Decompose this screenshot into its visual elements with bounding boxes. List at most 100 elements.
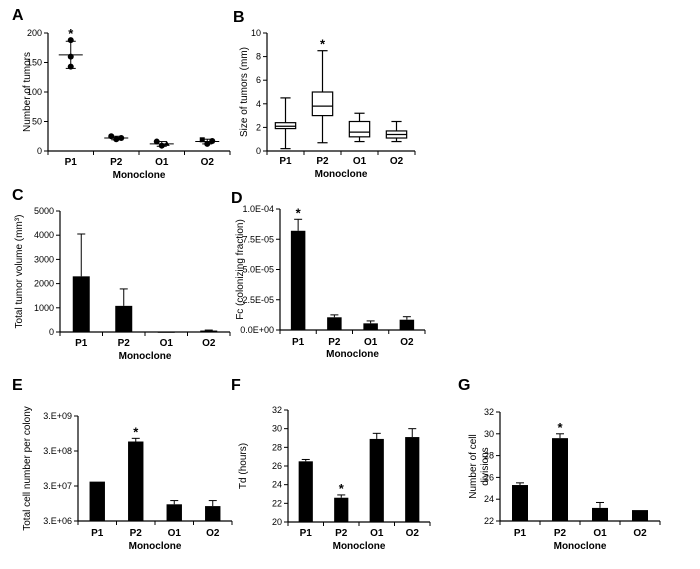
y-tick-label: 2: [256, 122, 261, 132]
data-point: [209, 137, 216, 144]
x-tick-label: P2: [328, 337, 341, 348]
y-axis-label: Size of tumors (mm): [239, 47, 250, 137]
data-point: [204, 140, 211, 147]
bar: [89, 481, 105, 521]
y-tick-label: 3.E+09: [43, 411, 72, 421]
panel-letter: C: [12, 187, 24, 204]
y-tick-label: 0.0E+00: [240, 325, 274, 335]
y-tick-label: 3.E+08: [43, 446, 72, 456]
data-point: [67, 63, 74, 70]
bar: [552, 438, 568, 521]
y-tick-label: 22: [272, 498, 282, 508]
x-tick-label: O2: [202, 338, 216, 349]
y-tick-label: 150: [27, 58, 42, 68]
bar: [115, 305, 133, 332]
data-point: [67, 53, 74, 60]
x-tick-label: P2: [335, 528, 348, 539]
y-tick-label: 0: [256, 146, 261, 156]
y-tick-label: 4000: [34, 230, 54, 240]
x-tick-label: O2: [633, 528, 647, 539]
bar: [632, 510, 648, 521]
x-tick-label: O1: [160, 338, 174, 349]
panel-d: D 0.0E+00 2.5E-05 5.0E-05 7.5E-05 1.0E-04 P1 P2…: [231, 190, 426, 360]
y-tick-label: 3000: [34, 254, 54, 264]
y-axis-label: Fc (colonizing fraction): [235, 219, 246, 320]
panel-letter: D: [231, 190, 243, 207]
y-tick-label: 30: [484, 429, 494, 439]
significance-star: *: [339, 481, 345, 496]
y-axis-label: Total cell number per colony: [22, 406, 33, 531]
panel-b: B 0 2 4 6 8 10 P1 P2 O1 O2 Monoclone Size of tumors …: [233, 9, 416, 180]
y-tick-label: 200: [27, 28, 42, 38]
y-axis-label: Number of tumors: [22, 52, 33, 132]
x-tick-label: P2: [554, 528, 567, 539]
y-tick-label: 100: [27, 87, 42, 97]
x-tick-label: O2: [390, 156, 404, 167]
y-tick-label: 24: [484, 494, 494, 504]
y-tick-label: 26: [484, 472, 494, 482]
data-point: [199, 137, 205, 143]
bar: [399, 319, 415, 330]
y-tick-label: 0: [37, 146, 42, 156]
bar: [290, 230, 306, 330]
data-point: [153, 138, 160, 145]
panel-letter: F: [231, 377, 241, 394]
bar: [205, 506, 221, 521]
y-tick-label: 26: [272, 461, 282, 471]
y-tick-label: 28: [272, 442, 282, 452]
bar: [128, 441, 144, 521]
x-axis-label: Monoclone: [315, 169, 368, 180]
x-tick-label: P2: [316, 156, 329, 167]
x-tick-label: O1: [370, 528, 384, 539]
y-tick-label: 7.5E-05: [242, 234, 274, 244]
bar: [157, 331, 175, 333]
x-tick-label: P1: [75, 338, 88, 349]
panel-a: A 0 50 100 150 200 P1 P2 O1 O2 Monoclone Number of …: [12, 7, 231, 181]
y-tick-label: 22: [484, 516, 494, 526]
y-tick-label: 32: [484, 407, 494, 417]
x-tick-label: P1: [300, 528, 313, 539]
x-tick-label: P2: [110, 157, 123, 168]
y-tick-label: 30: [272, 424, 282, 434]
panel-letter: B: [233, 9, 245, 26]
y-axis-label-line: Number of cell: [468, 434, 479, 498]
y-tick-label: 3.E+06: [43, 516, 72, 526]
y-tick-label: 0: [49, 327, 54, 337]
y-tick-label: 10: [251, 28, 261, 38]
x-tick-label: O1: [168, 528, 182, 539]
panel-c: C 0 1000 2000 3000 4000 5000 P1 P2 O1 O2 Monoclone T…: [12, 187, 231, 362]
y-tick-label: 32: [272, 405, 282, 415]
data-point: [108, 133, 115, 140]
x-tick-label: O2: [206, 528, 220, 539]
x-axis-label: Monoclone: [333, 541, 386, 552]
box: [311, 91, 334, 117]
panel-f: F 20 22 24 26 28 30 32 P1 P2 O1 O2 Monoclone Td (hour…: [231, 377, 431, 552]
x-tick-label: P1: [279, 156, 292, 167]
y-tick-label: 1000: [34, 303, 54, 313]
y-tick-label: 50: [32, 117, 42, 127]
y-axis-label: Td (hours): [238, 443, 249, 489]
y-tick-label: 28: [484, 451, 494, 461]
panel-letter: G: [458, 377, 470, 394]
significance-star: *: [68, 26, 74, 41]
significance-star: *: [557, 420, 563, 435]
y-axis-label: Total tumor volume (mm³): [14, 215, 25, 329]
x-tick-label: O2: [400, 337, 414, 348]
bar: [166, 504, 182, 521]
bar: [298, 461, 313, 522]
data-point: [158, 142, 165, 149]
y-tick-label: 20: [272, 517, 282, 527]
y-tick-label: 2000: [34, 279, 54, 289]
y-axis-label: Number of celldivisions: [468, 434, 491, 498]
bar: [512, 485, 528, 521]
y-tick-label: 24: [272, 480, 282, 490]
data-point: [118, 135, 125, 142]
x-tick-label: P1: [292, 337, 305, 348]
panel-e: E 3.E+06 3.E+07 3.E+08 3.E+09 P1 P2 O1 O2 Monoclo…: [12, 377, 233, 552]
data-point: [113, 136, 120, 143]
y-tick-label: 8: [256, 52, 261, 62]
x-axis-label: Monoclone: [129, 541, 182, 552]
x-axis-label: Monoclone: [554, 541, 607, 552]
bar: [72, 276, 90, 332]
